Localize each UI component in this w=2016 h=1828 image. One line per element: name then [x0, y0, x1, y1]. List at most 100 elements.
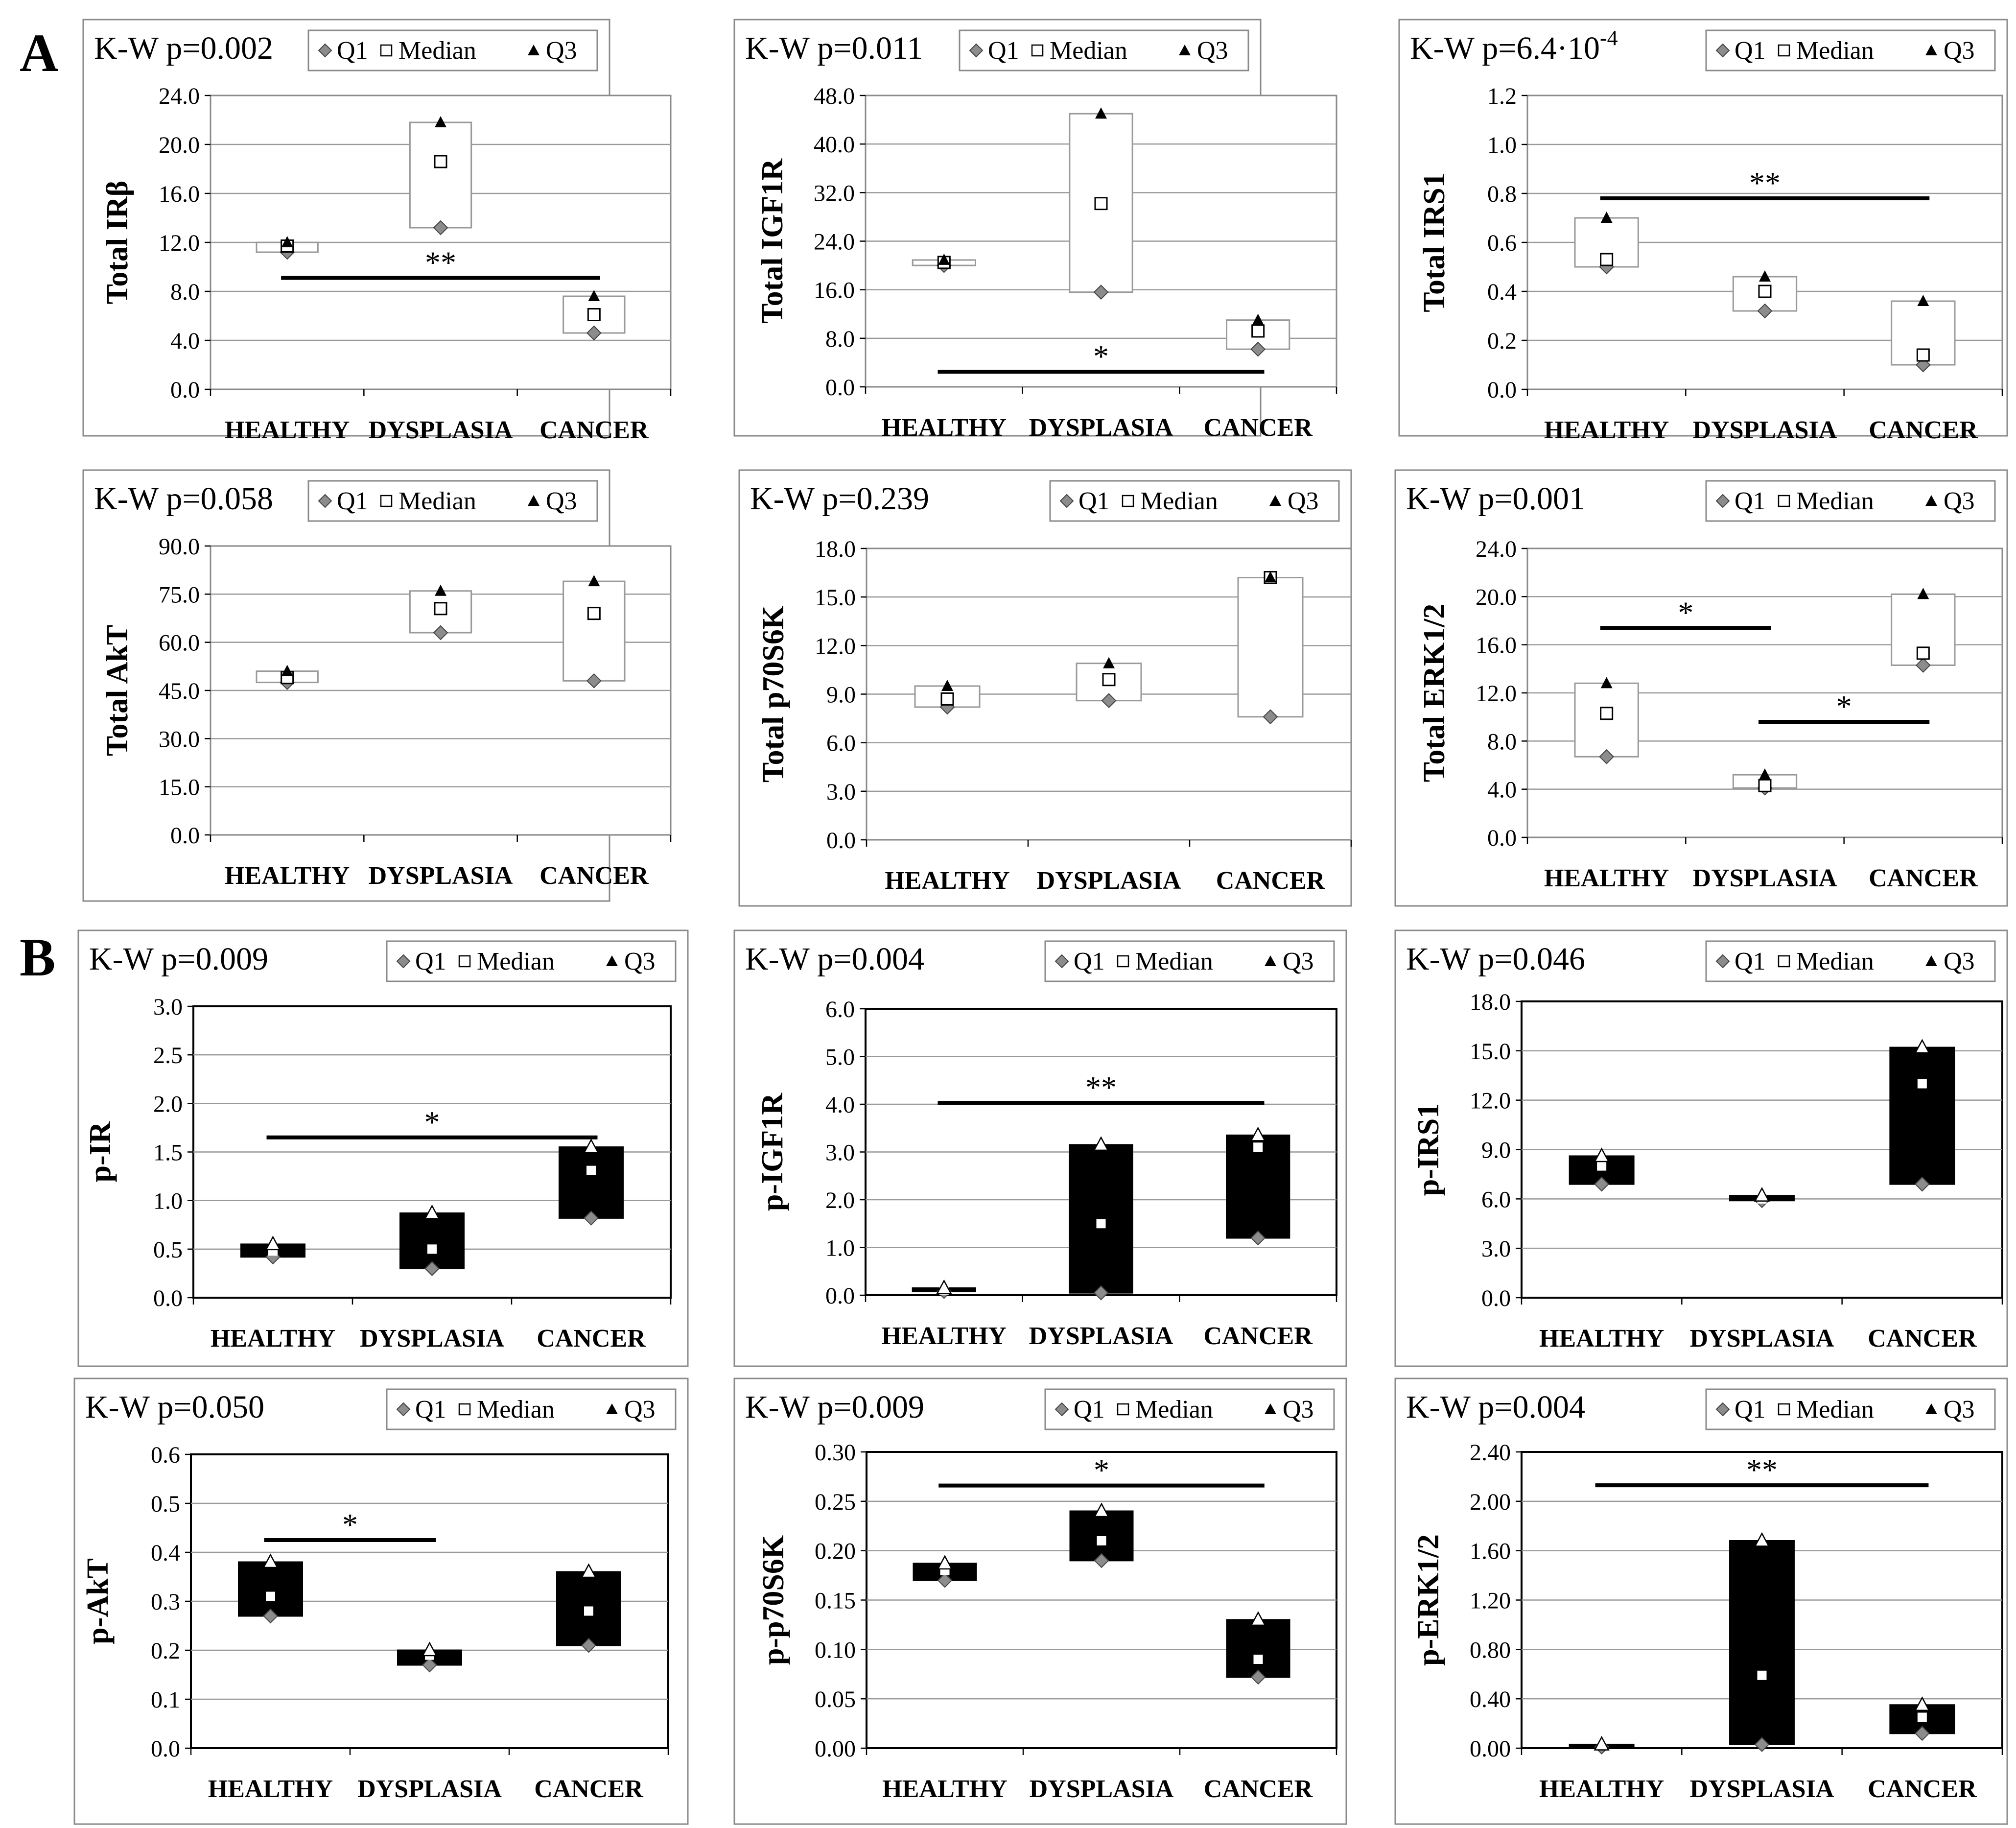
y-axis-label: p-ERK1/2	[1412, 1534, 1445, 1666]
q1-marker	[1093, 285, 1109, 300]
legend-median-marker	[1778, 495, 1790, 507]
q3-marker	[936, 1279, 952, 1294]
legend-median-label: Median	[1135, 1396, 1213, 1424]
y-tick-label: 9.0	[1481, 1138, 1511, 1163]
y-tick-label: 8.0	[170, 279, 200, 305]
q3-marker	[435, 116, 446, 127]
q3-marker	[1914, 1039, 1930, 1054]
legend-frame	[959, 29, 1249, 71]
legend-median-label: Median	[1050, 37, 1127, 65]
chart-panel-a3: 0.0 0.2 0.4 0.6 0.8 1.0 1.2 HEALTHY DYSPLASIA CAN…	[1398, 19, 2008, 444]
q1-marker	[581, 1638, 596, 1653]
y-tick-label: 3.0	[825, 1140, 855, 1166]
y-tick-label: 0.8	[1487, 181, 1517, 207]
q1-marker	[1263, 709, 1278, 725]
legend-median-label: Median	[1135, 948, 1213, 975]
q3-marker	[583, 1138, 599, 1153]
y-tick-label: 5.0	[825, 1045, 855, 1070]
q3-marker	[1103, 657, 1115, 668]
legend: Q1 Median Q3	[959, 29, 1249, 71]
legend-q3-label: Q3	[1197, 37, 1228, 65]
significance-stars: *	[1093, 339, 1109, 374]
y-tick-label: 2.5	[153, 1043, 183, 1068]
y-tick-label: 15.0	[1470, 1039, 1511, 1065]
q1-marker	[263, 1608, 278, 1624]
legend-q3-marker	[1179, 45, 1191, 55]
legend-median-marker	[458, 1403, 471, 1416]
legend-q3-label: Q3	[546, 37, 577, 65]
chart-title-text: K-W p=0.011	[745, 30, 923, 66]
chart-title: K-W p=0.002	[94, 30, 273, 66]
chart-panel-a2: 0.0 8.0 16.0 24.0 32.0 40.0 48.0 HEALTHY DYSPLAS…	[733, 19, 1337, 442]
legend-q1-label: Q1	[1735, 1396, 1766, 1424]
y-tick-label: 0.4	[151, 1540, 180, 1566]
legend-q1-label: Q1	[415, 948, 446, 975]
legend-q1-marker	[318, 43, 332, 58]
legend: Q1 Median Q3	[1049, 480, 1340, 522]
chart-panel-a1: 0.0 4.0 8.0 12.0 16.0 20.0 24.0 HEALTHY DYSPLASI…	[82, 19, 672, 444]
legend-q3-label: Q3	[624, 1396, 656, 1424]
legend-frame	[307, 480, 598, 522]
x-category-label: CANCER	[1204, 1775, 1313, 1803]
median-marker	[587, 308, 601, 321]
y-tick-label: 15.0	[159, 775, 200, 801]
x-category-label: DYSPLASIA	[1030, 1775, 1174, 1803]
chart-panel-b4: 0.0 0.1 0.2 0.3 0.4 0.5 0.6 HEALTHY DYSPLASIA CAN…	[73, 1377, 689, 1825]
y-tick-label: 0.0	[826, 828, 856, 854]
legend-median-marker	[1778, 955, 1790, 968]
q3-marker	[1594, 1147, 1610, 1163]
legend: Q1 Median Q3	[1705, 480, 1996, 522]
significance-stars: **	[1746, 1452, 1778, 1487]
x-category-label: CANCER	[1216, 867, 1326, 895]
y-tick-label: 60.0	[159, 630, 200, 656]
y-tick-label: 0.4	[1487, 279, 1517, 305]
box-q1-q3	[1226, 1619, 1290, 1678]
q1-marker	[1250, 341, 1266, 357]
median-marker	[266, 1591, 275, 1601]
legend: Q1 Median Q3	[386, 1388, 677, 1430]
median-marker	[1917, 1079, 1927, 1089]
q3-marker	[262, 1553, 279, 1568]
q3-marker	[1917, 295, 1929, 306]
q1-marker	[1757, 303, 1773, 319]
median-marker	[1096, 1219, 1106, 1229]
y-tick-label: 0.0	[151, 1736, 180, 1762]
median-marker	[434, 602, 447, 616]
q3-marker	[424, 1204, 440, 1219]
chart-panel-a6: 0.0 4.0 8.0 12.0 16.0 20.0 24.0 HEALTHY DYSPLASI…	[1394, 469, 2008, 907]
median-marker	[1253, 1142, 1263, 1152]
chart-panel-a4: 0.0 15.0 30.0 45.0 60.0 75.0 90.0 HEALTHY DYSPLA…	[82, 469, 672, 902]
y-tick-label: 6.0	[826, 731, 856, 757]
y-tick-label: 16.0	[159, 181, 200, 207]
x-category-label: CANCER	[1869, 416, 1978, 444]
chart-panel-b2: 0.0 1.0 2.0 3.0 4.0 5.0 6.0 HEALTHY DYSPLASIA CAN…	[733, 929, 1347, 1367]
chart-title-text: K-W p=0.009	[89, 941, 268, 977]
chart-panel-b5: 0.00 0.05 0.10 0.15 0.20 0.25 0.30 HEALTHY DYSPL…	[733, 1377, 1347, 1825]
chart-title-text: K-W p=0.050	[85, 1389, 264, 1425]
legend-q3-label: Q3	[1944, 37, 1975, 65]
y-tick-label: 0.0	[170, 377, 200, 403]
legend-q1-label: Q1	[415, 1396, 446, 1424]
y-tick-label: 2.0	[153, 1091, 183, 1117]
legend-frame	[1705, 29, 1996, 71]
q3-marker	[1917, 588, 1929, 599]
q3-marker	[435, 584, 446, 596]
y-tick-label: 75.0	[159, 582, 200, 608]
y-tick-label: 1.60	[1470, 1539, 1511, 1565]
y-axis-label: Total IRβ	[101, 181, 134, 305]
legend-q3-marker	[528, 45, 539, 55]
y-tick-label: 0.0	[825, 1283, 855, 1309]
y-tick-label: 6.0	[825, 997, 855, 1022]
chart-panel-b3: 0.0 3.0 6.0 9.0 12.0 15.0 18.0 HEALTHY DYSPLASIA…	[1394, 929, 2008, 1367]
q1-marker	[422, 1657, 437, 1673]
legend: Q1 Median Q3	[1705, 29, 1996, 71]
x-category-label: DYSPLASIA	[357, 1775, 502, 1803]
q3-marker	[938, 253, 950, 265]
chart-title: K-W p=0.046	[1406, 941, 1585, 977]
legend-median-label: Median	[1796, 37, 1874, 65]
legend: Q1 Median Q3	[307, 480, 598, 522]
legend-frame	[1049, 480, 1340, 522]
box-q1-q3	[1574, 682, 1639, 758]
chart-title: K-W p=0.058	[94, 481, 273, 517]
x-category-label: DYSPLASIA	[360, 1325, 504, 1353]
